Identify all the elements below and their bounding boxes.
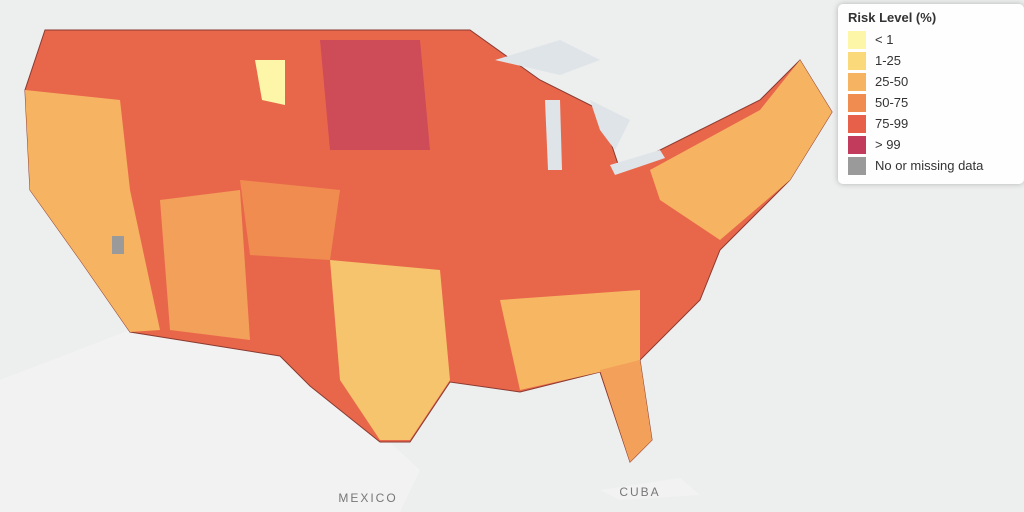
region-florida [600, 360, 652, 462]
legend-item: 25-50 [848, 71, 1016, 92]
legend-swatch [848, 72, 866, 91]
lake-michigan [545, 100, 562, 170]
lake-huron [590, 100, 630, 150]
lake-erie [610, 150, 665, 175]
legend-label: < 1 [875, 32, 894, 47]
region-west-coast [25, 90, 160, 332]
region-southeast [500, 290, 640, 390]
legend-item: No or missing data [848, 155, 1016, 176]
legend-swatch [848, 114, 866, 133]
legend-label: No or missing data [875, 158, 984, 173]
legend-label: 75-99 [875, 116, 909, 131]
place-label: CUBA [619, 485, 660, 499]
legend-swatch [848, 93, 866, 112]
region-north-plains [320, 40, 430, 150]
legend-title: Risk Level (%) [848, 10, 937, 25]
region-light-patch [255, 60, 285, 105]
legend-swatch [848, 51, 866, 70]
lake-superior [495, 40, 600, 75]
legend-swatch [848, 30, 866, 49]
region-mountain [240, 180, 340, 260]
legend-label: 25-50 [875, 74, 909, 89]
legend-item: 1-25 [848, 50, 1016, 71]
missing-data-patch [112, 236, 124, 254]
legend-item: 50-75 [848, 92, 1016, 113]
legend-item: 75-99 [848, 113, 1016, 134]
region-northeast [650, 60, 832, 240]
legend-item: < 1 [848, 29, 1016, 50]
region-texas [330, 260, 450, 440]
legend: Risk Level (%) < 1 1-25 25-50 50-75 75-99 > 9… [838, 4, 1024, 184]
legend-swatch [848, 135, 866, 154]
cuba-land [600, 478, 700, 500]
legend-label: 1-25 [875, 53, 902, 68]
legend-item: > 99 [848, 134, 1016, 155]
legend-label: 50-75 [875, 95, 909, 110]
place-label: MEXICO [338, 491, 397, 505]
region-southwest [160, 190, 250, 340]
legend-swatch [848, 156, 866, 175]
legend-label: > 99 [875, 137, 901, 152]
